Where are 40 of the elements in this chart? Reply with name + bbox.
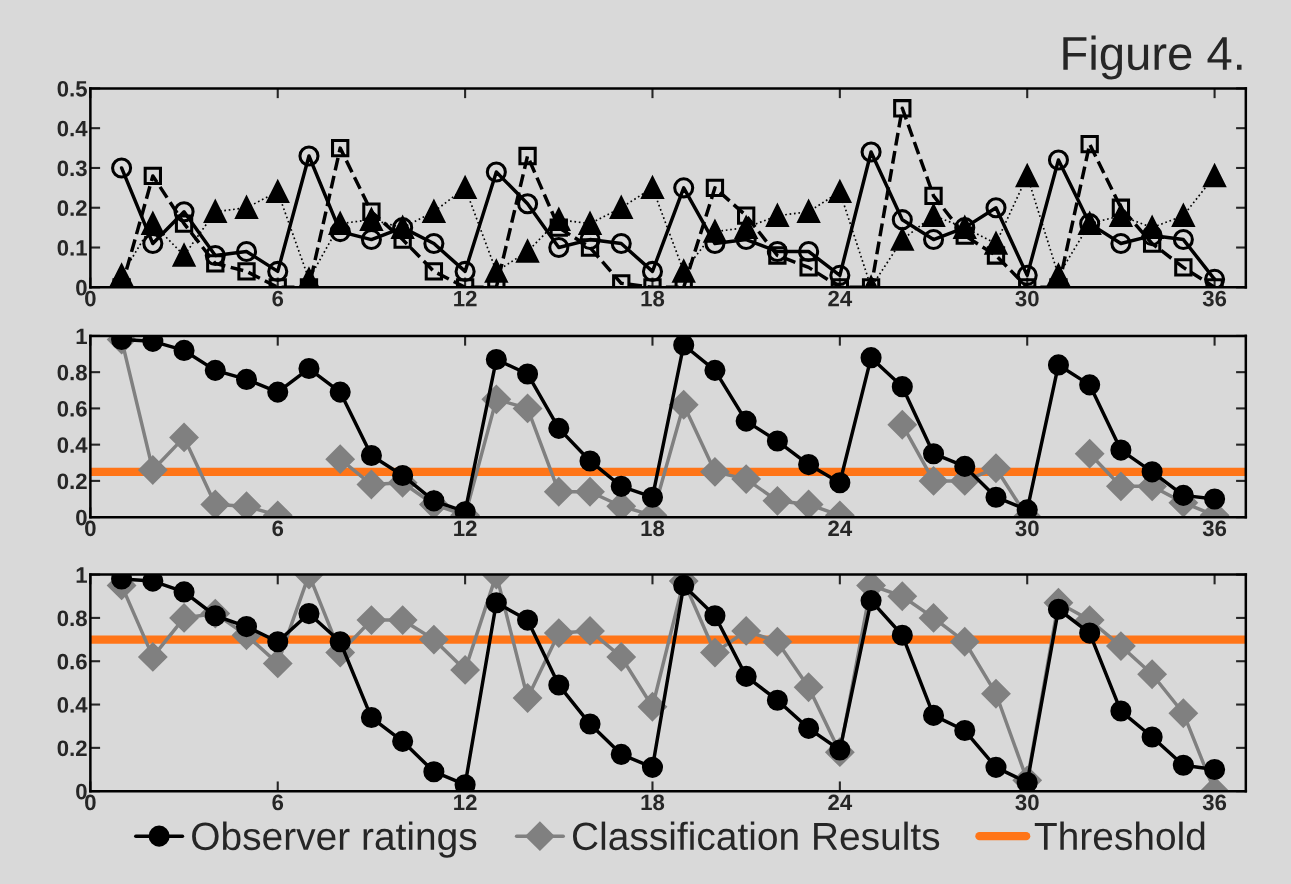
y-tick-label: 0.2	[57, 200, 87, 217]
y-tick-label: 1	[76, 328, 87, 344]
y-tick-label: 0.2	[57, 740, 87, 757]
x-tick-label: 24	[828, 794, 853, 811]
x-tick-label: 18	[641, 290, 665, 307]
legend-label: Classification Results	[572, 821, 940, 851]
y-tick-label: 1	[76, 567, 87, 583]
legend-label: Threshold	[1034, 821, 1205, 851]
y-tick-label: 0.2	[57, 473, 87, 490]
legend-label: Observer ratings	[192, 821, 477, 858]
y-tick-label: 0	[76, 509, 87, 526]
y-tick-label: 0.8	[57, 364, 87, 381]
y-tick-label: 0.8	[57, 610, 87, 627]
x-tick-label: 24	[828, 520, 853, 537]
x-tick-label: 36	[1202, 520, 1227, 537]
y-tick-label: 0.4	[57, 120, 88, 137]
x-tick-label: 12	[454, 290, 477, 307]
x-tick-label: 24	[828, 290, 853, 307]
x-tick-label: 30	[1015, 520, 1039, 537]
x-tick-label: 30	[1015, 290, 1039, 307]
x-tick-label: 12	[454, 794, 477, 811]
y-tick-label: 0.5	[57, 80, 87, 97]
x-tick-label: 6	[272, 794, 284, 811]
x-tick-label: 6	[272, 520, 284, 537]
y-tick-label: 0.6	[57, 400, 87, 417]
y-tick-label: 0.1	[57, 240, 87, 256]
y-tick-label: 0.3	[57, 160, 87, 177]
y-tick-label: 0.4	[57, 697, 88, 713]
x-tick-label: 18	[641, 794, 665, 811]
x-tick-label: 36	[1202, 794, 1227, 811]
y-tick-label: 0	[76, 279, 87, 296]
x-tick-label: 18	[641, 520, 665, 537]
x-tick-label: 30	[1015, 794, 1039, 811]
y-tick-label: 0.4	[57, 437, 88, 453]
y-tick-label: 0.6	[57, 653, 87, 670]
y-tick-label: 0	[76, 783, 87, 800]
chart-title: Figure 4.	[1063, 35, 1242, 80]
x-tick-label: 12	[454, 520, 477, 537]
x-tick-label: 36	[1202, 290, 1227, 307]
x-tick-label: 6	[272, 290, 284, 307]
